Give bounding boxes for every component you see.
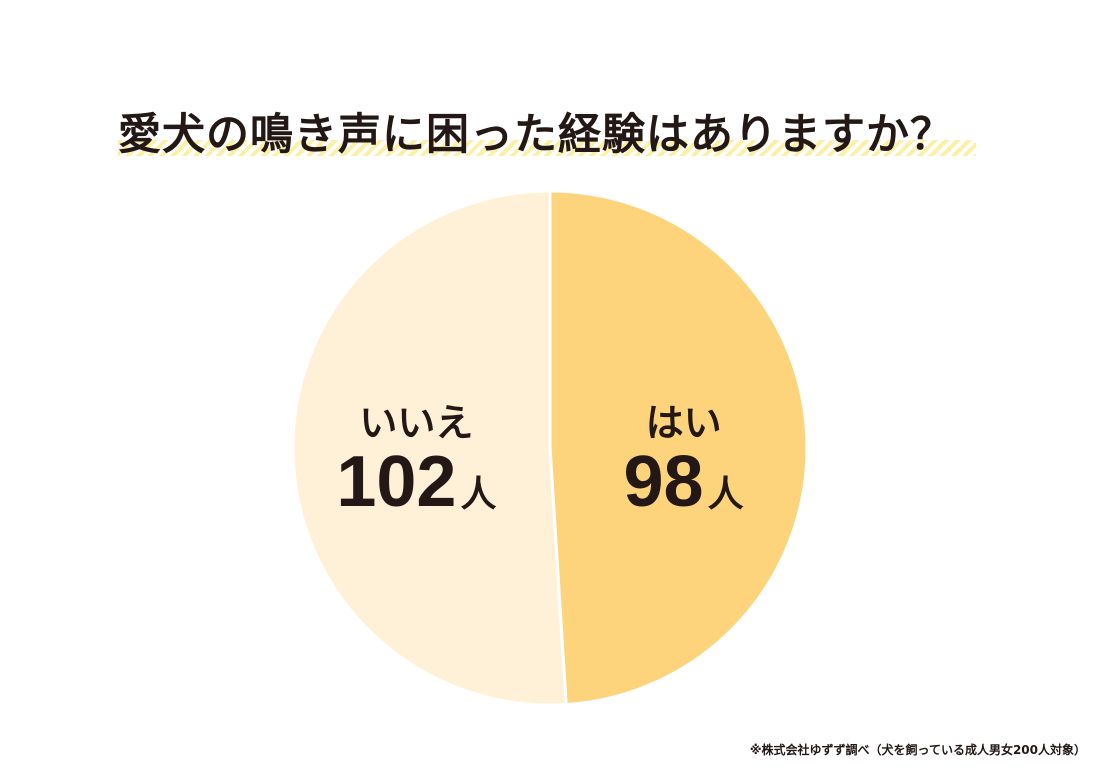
- pie-slice-value-number-0: 98: [624, 442, 704, 522]
- chart-title-block: 愛犬の鳴き声に困った経験はありますか？: [118, 96, 998, 166]
- pie-slice-value-unit-0: 人: [708, 473, 744, 514]
- pie-slice-label-0: はい: [646, 401, 722, 445]
- title-underline-decoration: [118, 140, 976, 156]
- pie-slice-0: [548, 189, 809, 706]
- pie-slice-value-number-1: 102: [336, 442, 456, 522]
- pie-slice-value-0: 98 人: [624, 442, 744, 522]
- pie-slice-label-1: いいえ: [359, 401, 473, 445]
- pie-slice-value-1: 102 人: [336, 442, 496, 522]
- source-footnote: ※株式会社ゆずず調べ（犬を飼っている成人男女200人対象）: [749, 743, 1086, 757]
- pie-slice-value-unit-1: 人: [460, 473, 496, 514]
- pie-slice-1: [291, 189, 568, 707]
- chart-title: 愛犬の鳴き声に困った経験はありますか？: [118, 110, 954, 160]
